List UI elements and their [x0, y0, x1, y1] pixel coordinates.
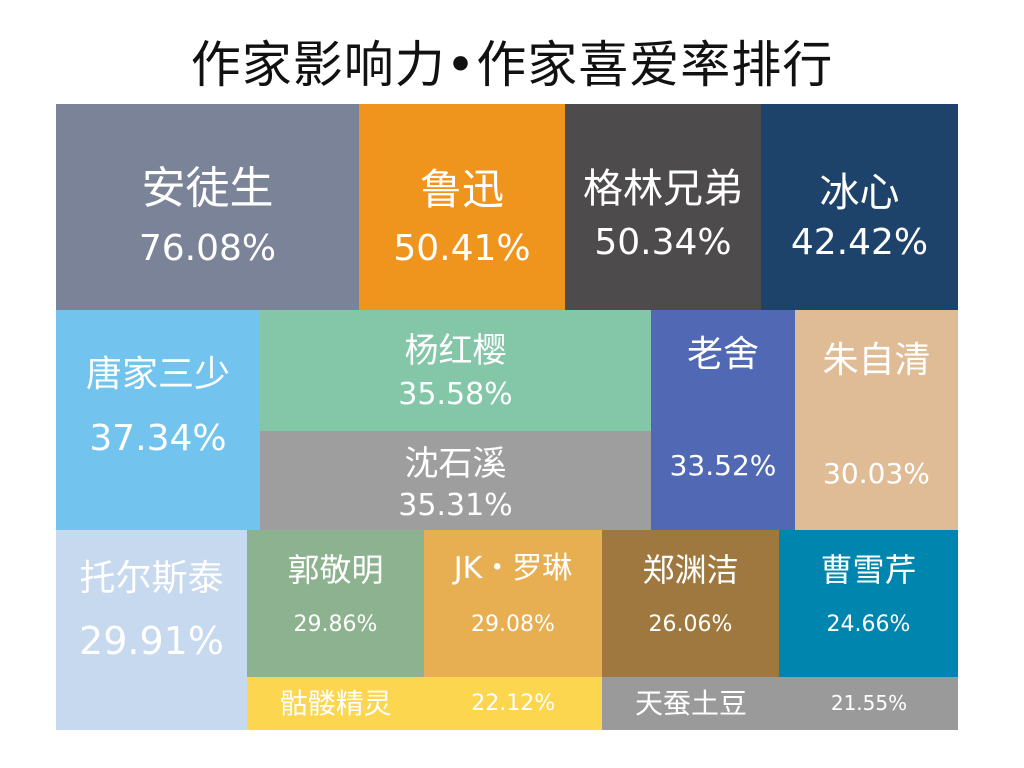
cell-name-label: 托尔斯泰	[79, 558, 224, 599]
cell-name-label: 曹雪芹	[820, 551, 917, 589]
cell-value-label: 76.08%	[138, 228, 277, 269]
treemap-cell: 老舍 33.52%	[651, 310, 795, 530]
cell-name-label: 安徒生	[141, 163, 274, 214]
cell-name-label: 冰心	[819, 170, 900, 216]
cell-value-label: 30.03%	[823, 457, 930, 490]
treemap-cell: 鲁迅 50.41%	[359, 104, 565, 310]
cell-name-label: 格林兄弟	[583, 166, 743, 212]
chart-title: 作家影响力•作家喜爱率排行	[190, 36, 834, 94]
cell-value-label: 50.41%	[393, 228, 531, 269]
cell-value-label: 29.91%	[79, 619, 224, 663]
cell-name-label: 天蚕土豆	[634, 687, 747, 720]
treemap-cell: 冰心 42.42%	[761, 104, 958, 310]
cell-name-label: 唐家三少	[85, 354, 230, 395]
cell-value-label: 21.55%	[830, 691, 908, 715]
cell-value-label: 50.34%	[594, 222, 732, 263]
cell-value-label: 35.58%	[398, 377, 513, 412]
cell-value-label: 37.34%	[89, 418, 227, 459]
treemap-cell: 格林兄弟 50.34%	[565, 104, 761, 310]
treemap-cell: 郭敬明 29.86%	[247, 530, 424, 677]
cell-name-label: 老舍	[686, 334, 759, 375]
cell-name-label: 朱自清	[822, 340, 931, 381]
cell-value-label: 33.52%	[669, 449, 777, 482]
treemap-cell: 曹雪芹 24.66%	[779, 530, 958, 677]
treemap-cell: 唐家三少 37.34%	[56, 310, 260, 530]
cell-name-label: 鲁迅	[419, 165, 504, 214]
cell-value-label: 24.66%	[826, 612, 911, 637]
cell-name-label: 沈石溪	[404, 444, 507, 484]
treemap-cell: 天蚕土豆 21.55%	[602, 677, 958, 730]
cell-value-label: 29.08%	[471, 612, 555, 637]
treemap-cell: 朱自清 30.03%	[795, 310, 958, 530]
cell-name-label: 骷髅精灵	[279, 687, 392, 720]
cell-name-label: 郭敬明	[287, 551, 384, 589]
cell-name-label: JK・罗琳	[453, 551, 573, 586]
treemap-cell: 杨红樱 35.58%	[260, 310, 651, 431]
treemap-cell: 郑渊洁 26.06%	[602, 530, 779, 677]
cell-value-label: 35.31%	[398, 488, 513, 523]
treemap-cell: 骷髅精灵 22.12%	[247, 677, 602, 730]
cell-value-label: 26.06%	[648, 612, 733, 637]
cell-value-label: 29.86%	[293, 612, 378, 637]
treemap-cell: JK・罗琳 29.08%	[424, 530, 602, 677]
treemap-cell: 托尔斯泰 29.91%	[56, 530, 247, 730]
treemap-cell: 安徒生 76.08%	[56, 104, 359, 310]
cell-value-label: 42.42%	[790, 222, 929, 263]
cell-name-label: 杨红樱	[404, 331, 507, 371]
cell-name-label: 郑渊洁	[642, 551, 739, 589]
cell-value-label: 22.12%	[471, 691, 556, 716]
treemap-cell: 沈石溪 35.31%	[260, 431, 651, 530]
